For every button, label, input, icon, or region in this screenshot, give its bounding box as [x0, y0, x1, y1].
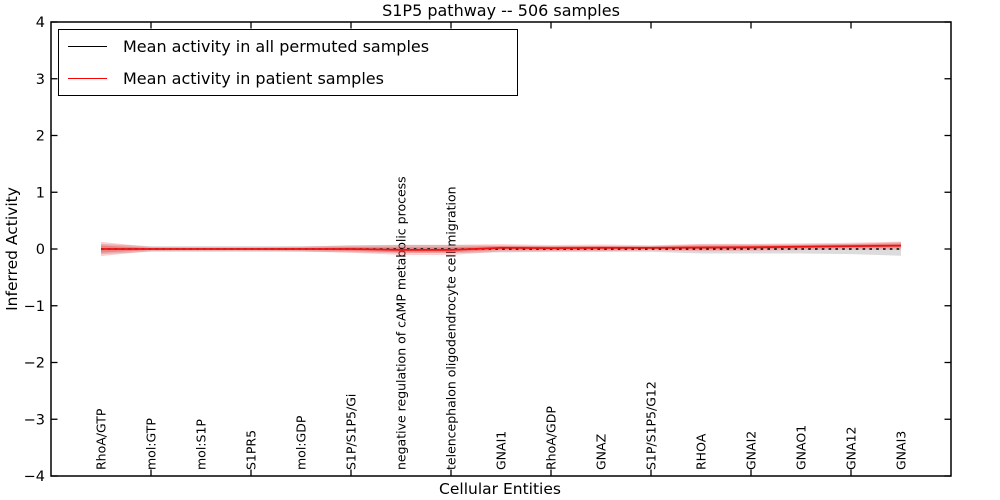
legend-line-patient-icon [68, 78, 107, 79]
patient-mean-line [101, 244, 902, 251]
x-category-label: negative regulation of cAMP metabolic pr… [394, 176, 409, 470]
y-tick-label: 0 [36, 242, 45, 258]
x-category-label: GNAI3 [894, 431, 909, 470]
chart-title: S1P5 pathway -- 506 samples [382, 1, 620, 20]
x-category-label: RhoA/GTP [94, 408, 109, 470]
y-tick-label: 2 [36, 129, 45, 145]
x-category-label: S1P/S1P5/G12 [644, 381, 659, 470]
x-category-label: mol:GDP [294, 415, 309, 470]
x-category-label: GNAI2 [744, 431, 759, 470]
x-category-label: GNAI1 [494, 431, 509, 470]
x-category-label: RHOA [694, 433, 709, 470]
y-tick-label: 4 [36, 15, 45, 31]
x-category-label: telencephalon oligodendrocyte cell migra… [444, 186, 459, 470]
y-tick-label: −4 [24, 469, 45, 485]
legend-label-permuted: Mean activity in all permuted samples [123, 37, 430, 56]
y-tick-label: 1 [36, 185, 45, 201]
x-axis-label: Cellular Entities [439, 480, 561, 498]
y-tick-label: −1 [24, 299, 45, 315]
x-category-label: GNA12 [844, 427, 859, 471]
x-category-label: S1PR5 [244, 430, 259, 470]
y-tick-label: −2 [24, 356, 45, 372]
permuted-std-band [101, 242, 901, 256]
y-tick-label: 3 [36, 72, 45, 88]
legend-label-patient: Mean activity in patient samples [123, 69, 384, 88]
x-category-label: GNAO1 [794, 425, 809, 470]
x-category-label: mol:GTP [144, 418, 159, 470]
x-category-label: S1P/S1P5/Gi [344, 394, 359, 470]
legend-line-permuted-icon [68, 46, 107, 47]
x-category-label: GNAZ [594, 434, 609, 470]
y-axis-label: Inferred Activity [3, 187, 21, 311]
legend-item-permuted: Mean activity in all permuted samples [59, 31, 517, 63]
patient-std-band [101, 241, 901, 257]
x-category-label: mol:S1P [194, 419, 209, 470]
legend-item-patient: Mean activity in patient samples [59, 63, 517, 95]
x-category-label: RhoA/GDP [544, 406, 559, 470]
y-tick-label: −3 [24, 412, 45, 428]
legend: Mean activity in all permuted samples Me… [58, 29, 518, 96]
